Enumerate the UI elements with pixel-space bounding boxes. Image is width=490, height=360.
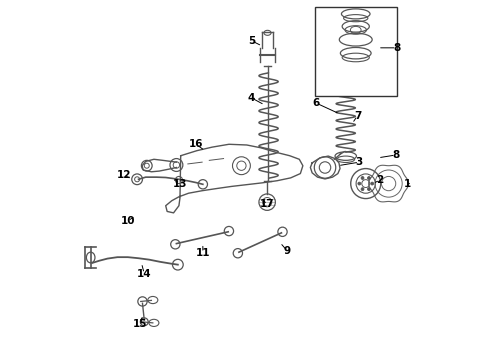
Ellipse shape: [368, 188, 370, 190]
Ellipse shape: [358, 182, 361, 185]
Text: 12: 12: [117, 170, 131, 180]
Text: 5: 5: [248, 36, 255, 46]
Ellipse shape: [368, 176, 370, 179]
Text: 13: 13: [173, 179, 187, 189]
Text: 8: 8: [393, 43, 400, 53]
Text: 16: 16: [189, 139, 203, 149]
Text: 10: 10: [121, 216, 135, 226]
Text: 17: 17: [260, 199, 275, 209]
Text: 11: 11: [196, 248, 210, 258]
Ellipse shape: [361, 188, 364, 190]
Text: 8: 8: [392, 150, 399, 160]
Bar: [315, 7, 397, 96]
Text: 9: 9: [284, 246, 291, 256]
Text: 15: 15: [132, 319, 147, 329]
Ellipse shape: [361, 176, 364, 179]
Text: 6: 6: [313, 98, 320, 108]
Text: 1: 1: [404, 179, 411, 189]
Text: 7: 7: [354, 111, 361, 121]
Ellipse shape: [371, 182, 373, 185]
Text: 4: 4: [248, 93, 255, 103]
Text: 14: 14: [137, 269, 151, 279]
Text: 3: 3: [356, 157, 363, 167]
Text: 2: 2: [376, 175, 384, 185]
